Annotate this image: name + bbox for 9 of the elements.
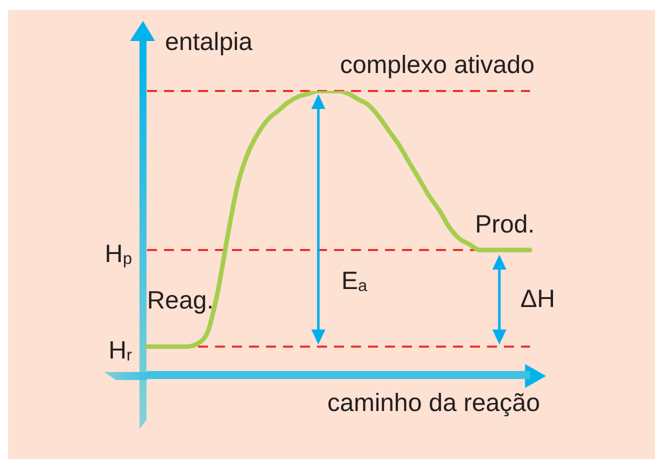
ref-line-label: H$_{p}$: [104, 240, 132, 268]
annotation: Prod.: [475, 210, 535, 239]
text: complexo ativado: [340, 51, 535, 79]
y-axis-title: entalpia: [165, 28, 253, 56]
annotation: Reag.: [147, 286, 214, 314]
annotation: E$_{a}$: [341, 266, 368, 295]
ref-line-label: H$_{r}$: [108, 336, 132, 365]
x-axis-title: caminho da reação: [327, 389, 540, 417]
annotation: ΔH: [520, 285, 556, 314]
